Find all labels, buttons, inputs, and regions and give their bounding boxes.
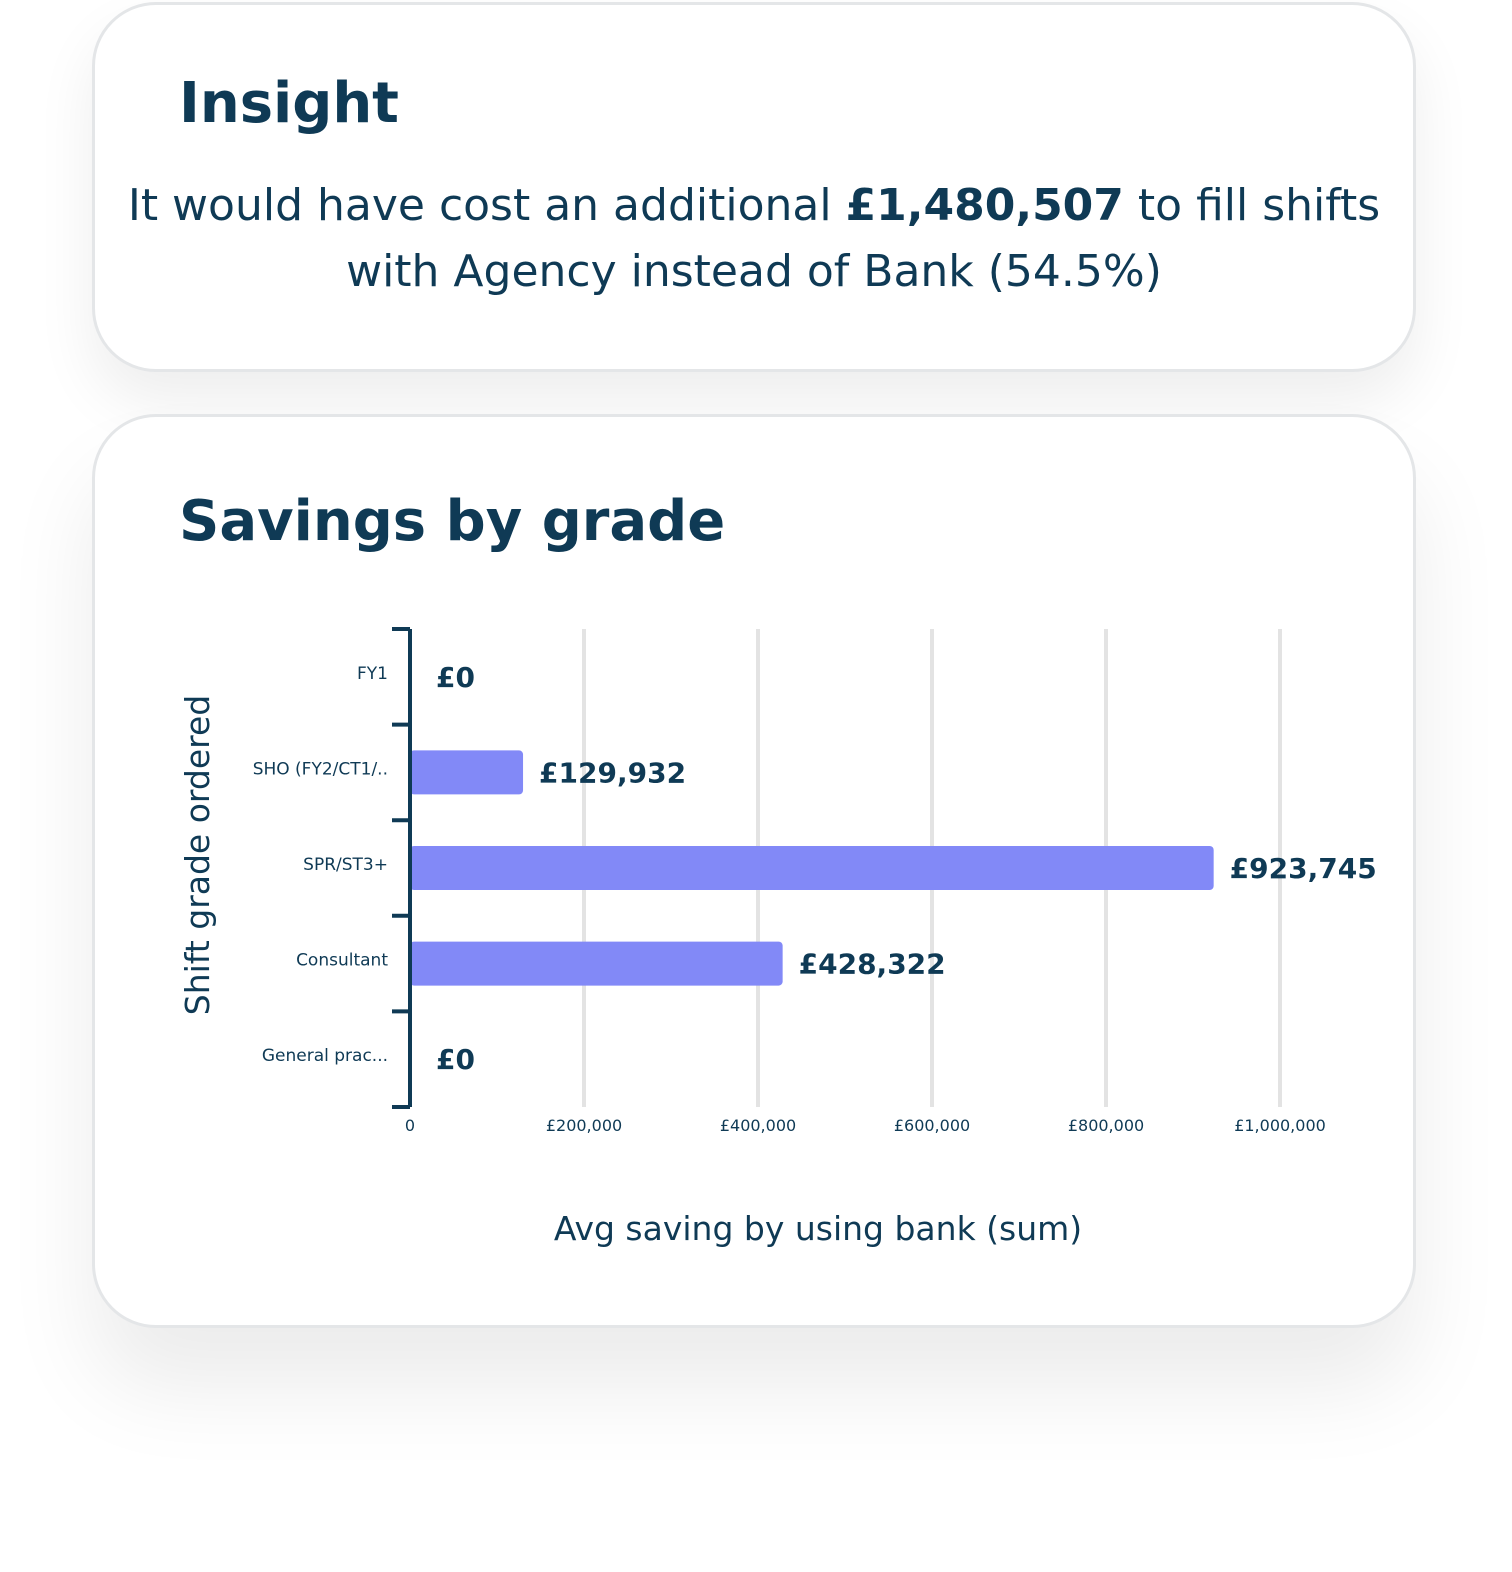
savings-bar-chart: 0 £200,000 £400,000 £600,000 £800,000 £1,000,… <box>178 627 1377 1248</box>
x-axis-title: Avg saving by using bank (sum) <box>554 1209 1082 1248</box>
bar <box>410 846 1214 890</box>
insight-card: Insight It would have cost an additional… <box>92 2 1416 372</box>
x-tick-label: £1,000,000 <box>1234 1116 1326 1135</box>
chart-card: Savings by grade 0 £200,000 £400,000 £600,0… <box>92 414 1416 1328</box>
bar <box>410 750 524 795</box>
value-label: £0 <box>436 661 475 694</box>
value-label: £129,932 <box>539 756 686 789</box>
category-label: General prac... <box>262 1046 388 1066</box>
value-label: £428,322 <box>799 948 946 981</box>
insight-text-before: It would have cost an additional <box>127 180 846 231</box>
insight-amount: £1,480,507 <box>845 180 1124 231</box>
insight-text-after: to fill shifts with Agency instead of Ba… <box>346 180 1381 297</box>
value-label: £923,745 <box>1230 852 1377 885</box>
category-label: Consultant <box>296 951 388 971</box>
x-tick-label: 0 <box>405 1116 415 1135</box>
category-label: SHO (FY2/CT1/.. <box>253 759 388 779</box>
x-tick-label: £600,000 <box>894 1116 970 1135</box>
category-label: FY1 <box>357 664 388 684</box>
x-tick-label: £200,000 <box>546 1116 622 1135</box>
bar <box>410 941 783 986</box>
value-label: £0 <box>436 1043 475 1076</box>
y-axis-title: Shift grade ordered <box>178 695 217 1016</box>
insight-title: Insight <box>179 71 399 136</box>
x-tick-label: £800,000 <box>1068 1116 1144 1135</box>
chart-title: Savings by grade <box>179 489 726 554</box>
category-label: SPR/ST3+ <box>303 855 388 875</box>
insight-text: It would have cost an additional £1,480,… <box>95 173 1413 305</box>
x-tick-label: £400,000 <box>720 1116 796 1135</box>
